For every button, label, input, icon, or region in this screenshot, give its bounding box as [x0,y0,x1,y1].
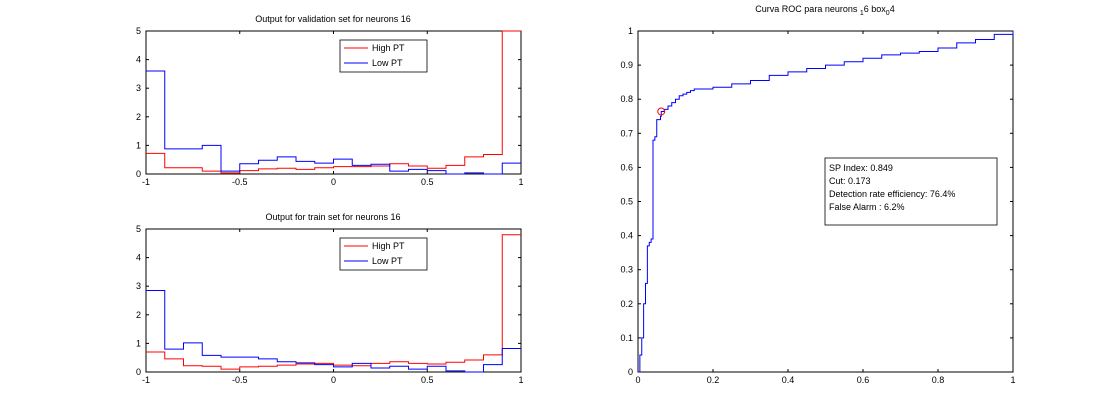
train-legend-low-label: Low PT [372,256,403,266]
roc-y-tick-label: 0.7 [620,128,633,138]
roc-y-tick-label: 1 [628,26,633,36]
train-legend: High PT Low PT [339,237,428,271]
roc-title-sub1: 1 [860,10,864,17]
roc-y-tick-label: 0.9 [620,60,633,70]
validation-y-tick-label: 3 [136,83,141,93]
roc-operating-point-marker [657,107,666,116]
train-histogram: Output for train set for neurons 16 -1 -0… [136,212,524,385]
roc-y-tick-label: 0 [628,367,633,377]
validation-legend: High PT Low PT [339,39,428,73]
roc-y-tick-label: 0.6 [620,162,633,172]
train-y-tick-label: 2 [136,310,141,320]
roc-x-tick-label: 0.6 [857,375,870,385]
roc-y-tick-label: 0.3 [620,265,633,275]
roc-x-tick-label: 0 [635,375,640,385]
train-histogram-x-ticks: -1 -0.5 0 0.5 1 [142,229,524,385]
train-low-pt-line [146,289,521,373]
train-x-tick-label: 0.5 [421,375,434,385]
roc-title-mid: 6 box [864,4,887,14]
train-x-tick-label: 1 [518,375,523,385]
validation-legend-low-label: Low PT [372,58,403,68]
validation-y-tick-label: 1 [136,140,141,150]
roc-title-main: Curva ROC para neurons [755,4,860,14]
train-y-tick-label: 5 [136,224,141,234]
roc-info-false-alarm: False Alarm : 6.2% [829,202,905,212]
train-x-tick-label: -1 [142,375,150,385]
validation-y-tick-label: 4 [136,55,141,65]
roc-title-sub2: 0 [886,10,890,17]
roc-y-tick-label: 0.2 [620,299,633,309]
train-x-tick-label: 0 [331,375,336,385]
roc-x-tick-label: 0.8 [932,375,945,385]
validation-histogram: Output for validation set for neurons 16… [136,14,524,187]
roc-info-box: SP Index: 0.849 Cut: 0.173 Detection rat… [824,157,998,226]
validation-low-pt-line [146,70,521,175]
train-legend-box [339,237,428,271]
validation-y-tick-label: 0 [136,169,141,179]
train-y-tick-label: 1 [136,338,141,348]
validation-x-tick-label: 0 [331,177,336,187]
roc-chart: Curva ROC para neurons 16 box04 0 0.2 0.4 0… [620,4,1015,385]
train-x-tick-label: -0.5 [232,375,248,385]
roc-y-tick-label: 0.8 [620,94,633,104]
validation-y-tick-label: 2 [136,112,141,122]
roc-info-detection-rate: Detection rate efficiency: 76.4% [829,189,955,199]
validation-histogram-title: Output for validation set for neurons 16 [255,14,411,24]
train-y-tick-label: 0 [136,367,141,377]
roc-x-tick-label: 1 [1010,375,1015,385]
roc-info-box-frame [824,157,998,226]
roc-title: Curva ROC para neurons 16 box04 [755,4,894,17]
validation-legend-box [339,39,428,73]
roc-info-cut: Cut: 0.173 [829,176,871,186]
validation-legend-high-label: High PT [372,43,405,53]
roc-y-ticks: 0 0.1 0.2 0.3 0.4 0.5 0.6 0.7 0.8 0.9 1 [620,26,1013,377]
validation-histogram-x-ticks: -1 -0.5 0 0.5 1 [142,31,524,187]
roc-title-end: 4 [890,4,895,14]
validation-x-tick-label: -0.5 [232,177,248,187]
train-histogram-title: Output for train set for neurons 16 [265,212,400,222]
roc-x-ticks: 0 0.2 0.4 0.6 0.8 1 [635,31,1016,385]
train-y-tick-label: 3 [136,281,141,291]
train-y-tick-label: 4 [136,253,141,263]
validation-histogram-axes [145,30,522,175]
train-histogram-y-ticks: 0 1 2 3 4 5 [136,224,521,377]
roc-x-tick-label: 0.4 [782,375,795,385]
validation-x-tick-label: 1 [518,177,523,187]
validation-x-tick-label: -1 [142,177,150,187]
train-legend-high-label: High PT [372,241,405,251]
roc-y-tick-label: 0.1 [620,333,633,343]
roc-info-sp-index: SP Index: 0.849 [829,163,893,173]
validation-x-tick-label: 0.5 [421,177,434,187]
roc-curve-line [638,31,1014,373]
roc-y-tick-label: 0.4 [620,231,633,241]
roc-y-tick-label: 0.5 [620,197,633,207]
roc-x-tick-label: 0.2 [707,375,720,385]
validation-y-tick-label: 5 [136,26,141,36]
